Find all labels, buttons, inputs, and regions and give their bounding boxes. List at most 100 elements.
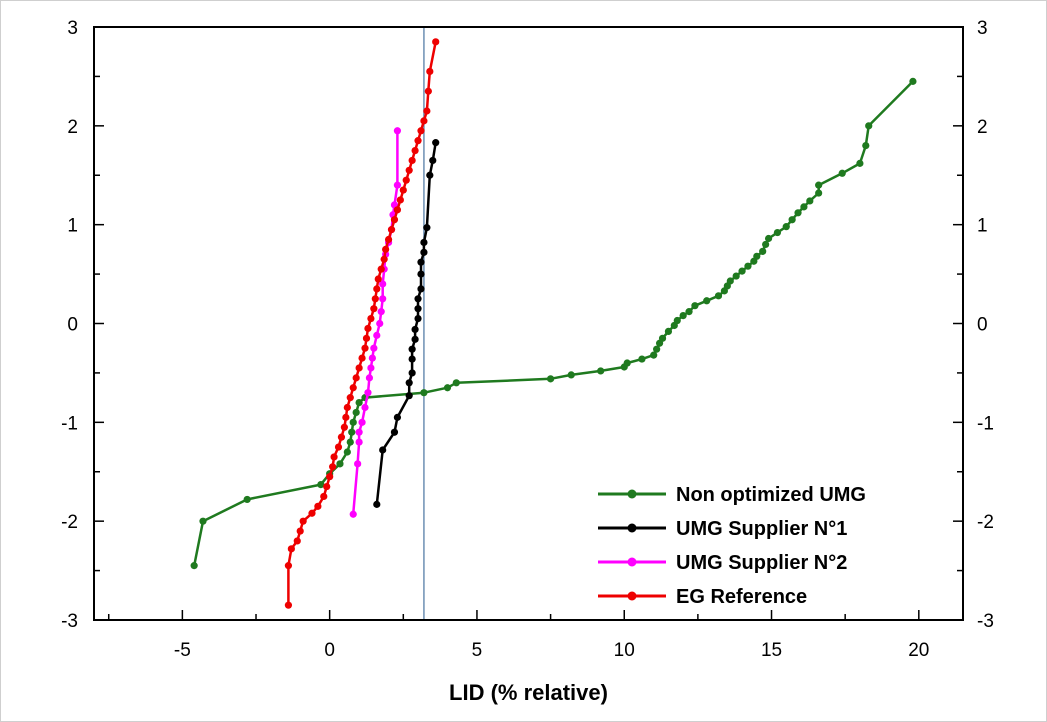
data-point-0-36: [726, 277, 734, 285]
data-point-0-46: [782, 223, 790, 231]
data-point-0-39: [744, 262, 752, 270]
data-point-0-45: [773, 228, 782, 237]
data-point-3-40: [402, 176, 410, 184]
data-point-1-5: [405, 379, 413, 387]
legend-label-3: EG Reference: [676, 586, 807, 608]
legend-label-1: UMG Supplier N°1: [676, 518, 847, 540]
data-point-3-19: [349, 384, 357, 392]
data-point-3-37: [393, 206, 402, 214]
data-point-0-17: [567, 371, 575, 379]
data-point-3-10: [326, 473, 334, 481]
data-point-1-22: [432, 139, 440, 147]
data-point-3-12: [330, 453, 338, 461]
data-point-1-14: [417, 285, 425, 293]
data-point-0-49: [800, 203, 808, 211]
data-point-0-30: [685, 308, 693, 316]
series-3: [284, 38, 440, 609]
y-tick-label-right: -1: [977, 413, 994, 434]
x-tick-label: 5: [472, 640, 483, 661]
data-point-1-21: [429, 156, 437, 165]
data-point-3-4: [296, 527, 304, 535]
data-point-0-2: [243, 495, 251, 504]
series-2: [349, 127, 402, 518]
data-point-3-6: [308, 509, 316, 517]
data-point-2-15: [379, 280, 387, 288]
data-point-2-22: [393, 181, 402, 189]
data-point-3-11: [329, 463, 337, 471]
data-point-2-7: [365, 374, 374, 382]
data-point-3-47: [423, 107, 431, 115]
legend-marker-0: [627, 489, 637, 499]
data-point-0-37: [732, 272, 740, 280]
data-point-0-28: [673, 316, 681, 325]
legend: Non optimized UMG UMG Supplier N°1 UMG Sup…: [598, 484, 866, 608]
data-point-3-13: [334, 443, 343, 451]
data-point-2-6: [364, 389, 372, 397]
series-line-2: [351, 130, 399, 515]
x-axis-title: LID (% relative): [449, 680, 608, 705]
data-point-0-1: [199, 517, 207, 525]
data-point-3-22: [358, 354, 366, 362]
data-point-0-11: [355, 398, 363, 407]
data-point-3-14: [337, 433, 346, 441]
data-point-3-26: [367, 314, 375, 323]
data-point-2-3: [355, 428, 363, 436]
data-point-3-5: [299, 517, 307, 525]
data-point-0-51: [815, 189, 823, 197]
data-point-0-47: [788, 216, 796, 224]
series-1: [373, 139, 440, 508]
data-point-0-33: [714, 292, 723, 300]
data-point-1-7: [408, 355, 416, 363]
data-point-3-42: [408, 156, 416, 165]
data-point-3-8: [320, 492, 328, 501]
data-point-3-28: [371, 295, 379, 303]
data-point-3-30: [374, 275, 382, 283]
data-point-0-52: [815, 181, 823, 189]
data-point-1-6: [408, 369, 416, 377]
y-tick-label-left: 2: [67, 117, 78, 138]
data-point-1-15: [417, 270, 425, 278]
data-point-1-8: [408, 345, 416, 353]
data-point-0-53: [838, 169, 846, 177]
x-tick-label: 20: [908, 640, 929, 661]
y-tick-label-left: 3: [67, 18, 78, 39]
data-point-0-43: [762, 240, 770, 249]
data-point-1-13: [414, 295, 422, 303]
data-point-3-27: [370, 305, 378, 313]
data-point-3-20: [352, 374, 360, 382]
data-point-3-9: [323, 482, 331, 491]
data-point-0-9: [349, 418, 357, 426]
data-point-1-17: [420, 248, 428, 256]
data-point-0-54: [856, 159, 864, 167]
data-point-0-16: [546, 375, 555, 383]
data-point-3-38: [396, 196, 404, 204]
data-point-1-12: [414, 305, 422, 313]
data-point-0-6: [343, 448, 351, 456]
data-point-0-18: [597, 367, 605, 375]
data-point-0-55: [862, 142, 870, 150]
y-tick-label-left: -1: [61, 413, 78, 434]
data-point-0-57: [909, 77, 917, 85]
data-point-0-14: [443, 384, 452, 392]
data-point-3-32: [380, 255, 388, 263]
y-tick-label-left: -3: [61, 611, 78, 632]
y-tick-label-right: 2: [977, 117, 988, 138]
data-point-3-48: [424, 87, 432, 95]
data-point-1-3: [393, 413, 402, 421]
data-point-2-8: [367, 364, 375, 372]
data-point-3-34: [384, 235, 393, 244]
data-point-1-9: [411, 335, 419, 343]
data-point-0-3: [317, 480, 325, 489]
data-point-1-20: [426, 171, 434, 179]
data-point-2-4: [358, 418, 366, 426]
legend-marker-3: [627, 591, 637, 601]
data-point-0-7: [346, 438, 354, 446]
data-point-0-44: [764, 234, 773, 243]
data-point-2-1: [354, 460, 362, 468]
data-point-3-50: [432, 38, 440, 46]
data-point-0-8: [348, 428, 356, 436]
data-point-0-32: [703, 297, 711, 305]
data-point-0-48: [794, 209, 802, 217]
x-tick-label: 10: [614, 640, 635, 661]
